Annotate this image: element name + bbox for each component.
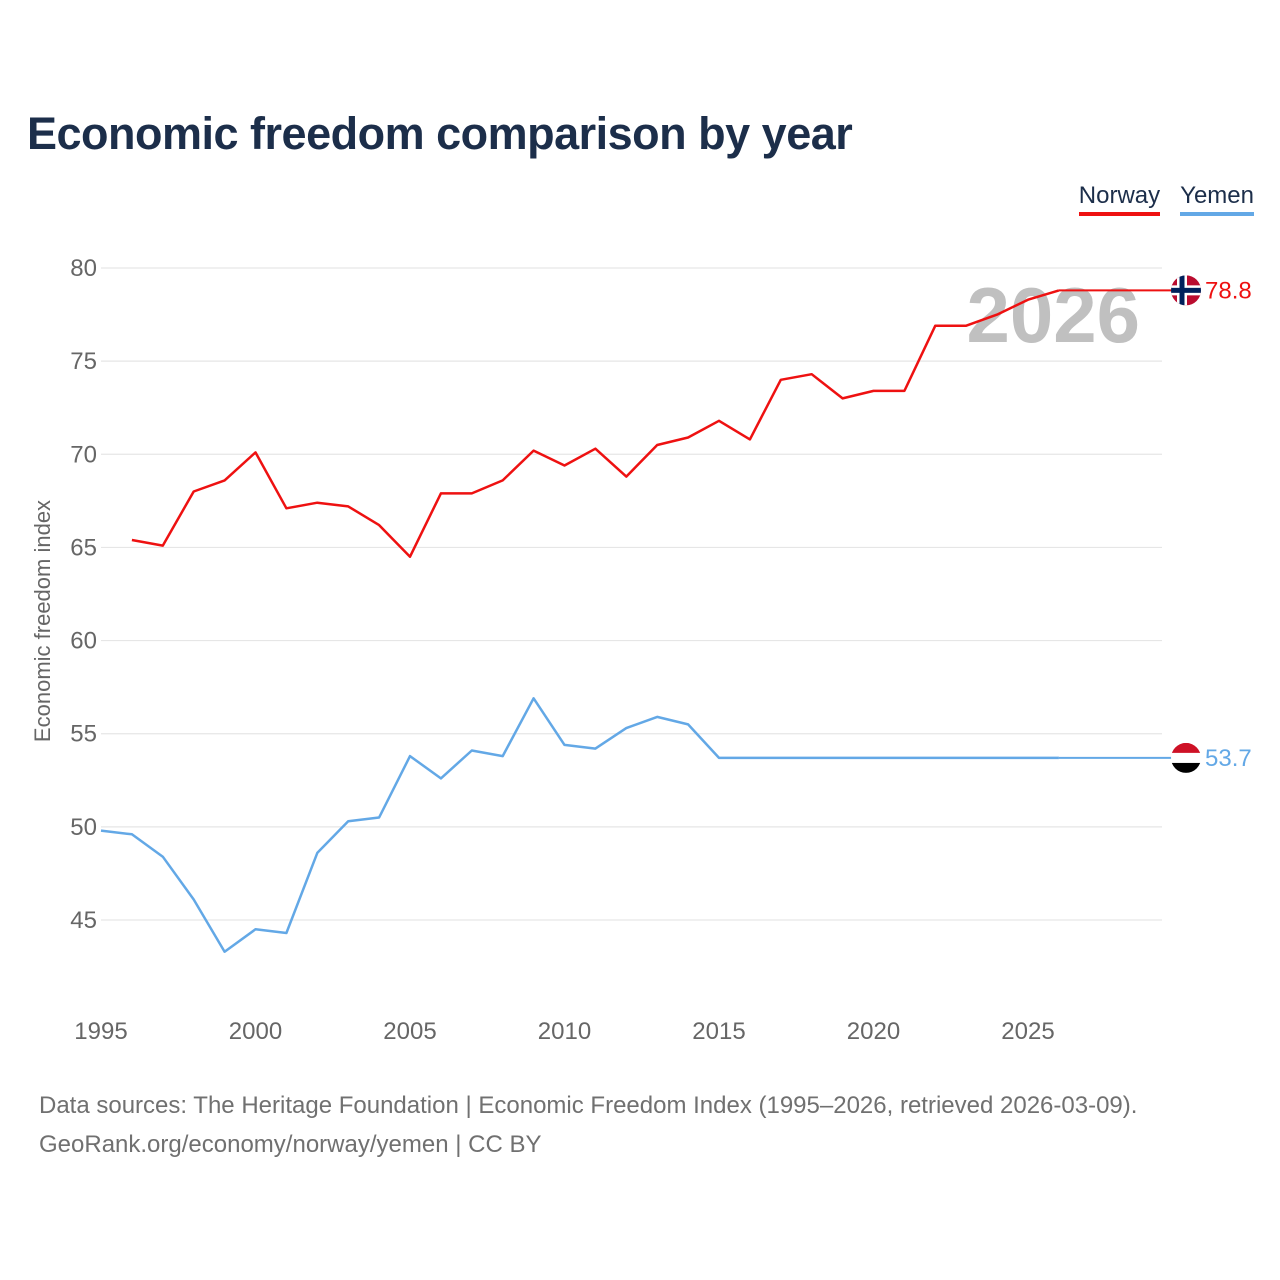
grid-lines — [101, 267, 1162, 921]
legend-item-yemen[interactable]: Yemen — [1180, 182, 1254, 216]
x-tick-label: 2025 — [1001, 1018, 1054, 1045]
series-end-markers: 78.8 53.7 — [1058, 275, 1252, 773]
x-axis-ticks: 1995 2000 2005 2010 2015 2020 2025 — [74, 1018, 1054, 1045]
series-line-yemen[interactable] — [100, 697, 1059, 953]
x-tick-label: 2020 — [847, 1018, 900, 1045]
norway-flag-icon — [1171, 275, 1201, 306]
y-tick-label: 70 — [70, 441, 97, 468]
x-tick-label: 2010 — [538, 1018, 591, 1045]
y-tick-label: 60 — [70, 628, 97, 655]
x-tick-label: 1995 — [74, 1018, 127, 1045]
chart-title: Economic freedom comparison by year — [27, 108, 853, 159]
series-end-label-norway: 78.8 — [1205, 277, 1252, 304]
legend: Norway Yemen — [1078, 182, 1254, 216]
y-tick-label: 45 — [70, 907, 97, 934]
series-end-label-yemen: 53.7 — [1205, 745, 1252, 772]
yemen-flag-icon — [1171, 742, 1201, 773]
legend-item-norway[interactable]: Norway — [1078, 182, 1161, 216]
x-tick-label: 2000 — [229, 1018, 282, 1045]
series-line-norway[interactable] — [131, 289, 1060, 558]
y-tick-label: 50 — [70, 814, 97, 841]
series-lines — [100, 289, 1060, 953]
y-tick-label: 75 — [70, 348, 97, 375]
y-tick-label: 55 — [70, 721, 97, 748]
y-axis-ticks: 45 50 55 60 65 70 75 80 — [70, 255, 97, 934]
x-tick-label: 2005 — [383, 1018, 436, 1045]
y-tick-label: 80 — [70, 255, 97, 282]
source-note: Data sources: The Heritage Foundation | … — [39, 1086, 1137, 1164]
source-line-1: Data sources: The Heritage Foundation | … — [39, 1092, 1138, 1119]
x-tick-label: 2015 — [692, 1018, 745, 1045]
source-line-2[interactable]: GeoRank.org/economy/norway/yemen | CC BY — [39, 1131, 542, 1158]
y-tick-label: 65 — [70, 534, 97, 561]
y-axis-label: Economic freedom index — [30, 500, 55, 742]
